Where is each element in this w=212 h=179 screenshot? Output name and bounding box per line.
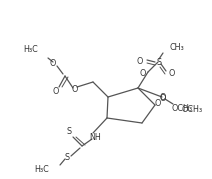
Text: O: O	[160, 93, 166, 103]
Text: O: O	[140, 69, 146, 78]
Text: CH₃: CH₃	[169, 42, 184, 52]
Text: S: S	[66, 127, 72, 137]
Text: H₃C: H₃C	[23, 45, 38, 54]
Text: S: S	[64, 154, 70, 163]
Text: O: O	[72, 84, 78, 93]
Text: O: O	[169, 69, 175, 78]
Text: O: O	[50, 59, 56, 67]
Text: O: O	[155, 98, 161, 108]
Text: O: O	[160, 93, 166, 101]
Text: OCH₃: OCH₃	[182, 105, 203, 113]
Text: S: S	[156, 57, 162, 67]
Text: O: O	[137, 57, 143, 66]
Text: O: O	[53, 86, 59, 96]
Text: H₃C: H₃C	[34, 166, 49, 175]
Text: OCH₃: OCH₃	[171, 103, 192, 112]
Text: NH: NH	[89, 134, 101, 142]
